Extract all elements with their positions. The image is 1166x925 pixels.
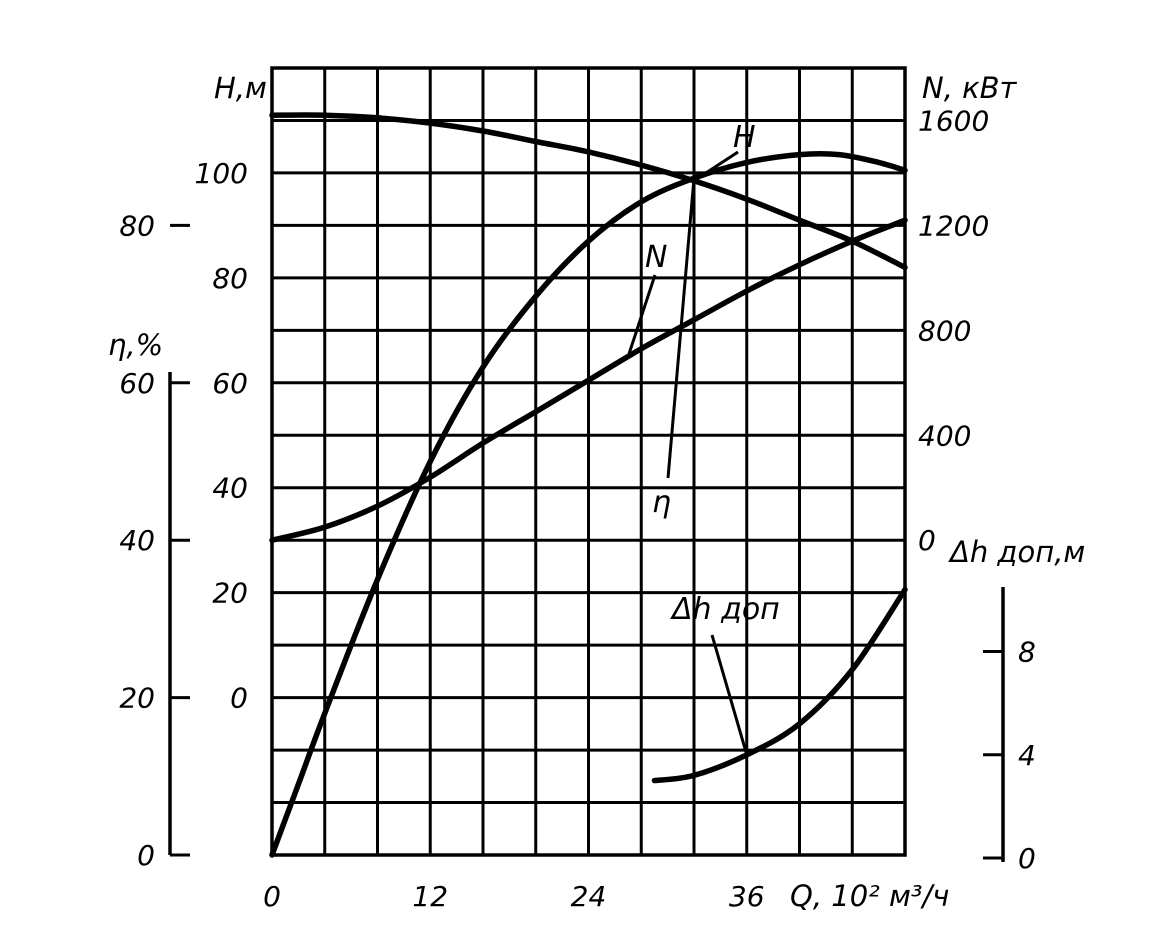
dh-curve-label: Δh доп xyxy=(670,592,780,627)
eta-tick-label: 40 xyxy=(119,524,155,557)
h-curve-label: H xyxy=(733,120,756,155)
h-tick-label: 60 xyxy=(212,367,248,400)
n-curve-label: N xyxy=(645,240,667,275)
x-tick-label: 24 xyxy=(571,880,607,913)
eta-tick-label: 60 xyxy=(119,367,155,400)
h-tick-label: 80 xyxy=(212,262,248,295)
eta-axis: 0 20 40 60 80 η,% xyxy=(108,209,190,872)
x-tick-label: 0 xyxy=(263,880,281,913)
n-tick-label: 800 xyxy=(918,314,971,347)
leader-line xyxy=(626,274,657,358)
eta-curve-label: η xyxy=(652,485,671,520)
eta-curve xyxy=(269,150,908,858)
dh-tick-label: 0 xyxy=(1018,842,1036,875)
n-tick-label: 400 xyxy=(918,419,971,452)
h-tick-label: 40 xyxy=(212,472,248,505)
h-tick-label: 20 xyxy=(212,577,248,610)
n-tick-label: 0 xyxy=(918,524,936,557)
dh-tick-label: 4 xyxy=(1018,739,1036,772)
eta-tick-label: 80 xyxy=(119,209,155,242)
dh-axis: 0 4 8 Δh доп,м xyxy=(948,535,1085,875)
x-axis: 0 12 24 36 Q, 10² м³/ч xyxy=(263,879,949,913)
n-axis-label: N, кВт xyxy=(922,71,1018,105)
curves xyxy=(269,112,908,858)
n-curve xyxy=(269,217,908,543)
x-axis-label: Q, 10² м³/ч xyxy=(790,879,949,913)
dh-axis-label: Δh доп,м xyxy=(948,535,1085,569)
curve-labels: H Nη Δh доп xyxy=(626,120,780,756)
n-tick-label: 1200 xyxy=(918,209,989,242)
eta-tick-label: 20 xyxy=(119,682,155,715)
dh-tick-label: 8 xyxy=(1018,636,1036,669)
x-tick-label: 36 xyxy=(729,880,765,913)
h-tick-label: 100 xyxy=(195,157,248,190)
leader-line xyxy=(693,150,739,183)
eta-axis-label: η,% xyxy=(108,328,163,362)
h-curve xyxy=(269,112,908,271)
plot-frame xyxy=(270,66,907,857)
leader-line xyxy=(710,634,749,756)
grid xyxy=(270,66,907,857)
h-axis-label: H,м xyxy=(214,71,267,105)
n-tick-label: 1600 xyxy=(918,104,989,137)
h-axis: 0 20 40 60 80 100 H,м xyxy=(195,71,267,715)
n-axis: 0 400 800 1200 1600 N, кВт xyxy=(918,71,1018,557)
dh-curve xyxy=(651,586,908,784)
eta-tick-label: 0 xyxy=(137,839,155,872)
x-tick-label: 12 xyxy=(412,880,448,913)
h-tick-label: 0 xyxy=(230,682,248,715)
leader-line xyxy=(666,178,696,479)
